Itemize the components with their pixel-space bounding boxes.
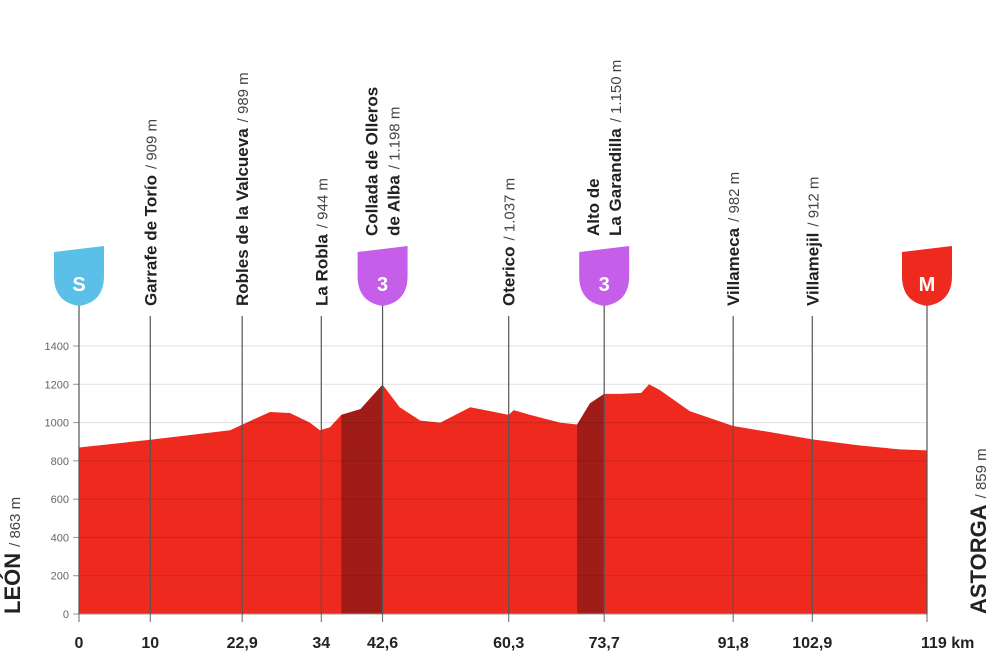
x-tick-label: 22,9 bbox=[227, 635, 258, 652]
marker-name: Robles de la Valcueva bbox=[233, 128, 252, 306]
marker-label: Garrafe de Torío / 909 m bbox=[141, 119, 160, 306]
marker-detail: / 1.198 m bbox=[387, 107, 404, 170]
y-tick-label: 800 bbox=[51, 456, 69, 468]
start-name: LEÓN bbox=[0, 553, 25, 614]
marker-name: Oterico bbox=[500, 246, 519, 306]
marker-label: La Robla / 944 m bbox=[312, 178, 331, 306]
x-tick-label: 42,6 bbox=[367, 635, 398, 652]
marker-label: Villamejil / 912 m bbox=[803, 177, 822, 306]
badge bbox=[579, 246, 630, 306]
marker-name: Villamejil bbox=[803, 233, 822, 306]
x-tick-label: 102,9 bbox=[792, 635, 832, 652]
y-tick-label: 600 bbox=[51, 494, 69, 506]
marker-detail: / 909 m bbox=[143, 119, 160, 169]
x-tick-label: 0 bbox=[75, 635, 84, 652]
marker-name: Garrafe de Torío bbox=[141, 175, 160, 306]
marker-label: Robles de la Valcueva / 989 m bbox=[233, 72, 252, 306]
marker-detail: / 1.150 m bbox=[608, 60, 625, 123]
finish-name: ASTORGA bbox=[966, 504, 990, 614]
badge-label: M bbox=[919, 274, 936, 296]
marker-label: Villameca / 982 m bbox=[724, 172, 743, 306]
x-tick-label: 10 bbox=[141, 635, 159, 652]
climb-area bbox=[577, 393, 605, 614]
marker-name: de Alba bbox=[385, 175, 404, 236]
marker-detail: / 944 m bbox=[314, 178, 331, 228]
marker-detail: / 912 m bbox=[805, 177, 822, 227]
badge bbox=[357, 246, 408, 306]
marker-name: Alto de bbox=[584, 178, 603, 236]
badge-label: S bbox=[72, 274, 85, 296]
profile-area bbox=[79, 384, 927, 614]
x-tick-label: 73,7 bbox=[589, 635, 620, 652]
start-label: LEÓN / 863 m bbox=[0, 497, 25, 614]
marker-name: La Robla bbox=[312, 234, 331, 306]
marker-label: Collada de Olleros de Alba / 1.198 m bbox=[363, 87, 404, 236]
badge bbox=[54, 246, 104, 306]
finish-detail: / 859 m bbox=[973, 448, 990, 498]
badge-label: 3 bbox=[599, 274, 610, 296]
x-tick-label: 91,8 bbox=[718, 635, 749, 652]
badge bbox=[902, 246, 952, 306]
start-detail: / 863 m bbox=[7, 497, 24, 547]
x-tick-label: 34 bbox=[312, 635, 330, 652]
marker-label: Oterico / 1.037 m bbox=[500, 178, 519, 306]
marker-detail: / 1.037 m bbox=[502, 178, 519, 241]
badge-label: 3 bbox=[377, 274, 388, 296]
marker-name: La Garandilla bbox=[606, 128, 625, 236]
marker-name: Collada de Olleros bbox=[363, 87, 382, 236]
y-tick-label: 400 bbox=[51, 532, 69, 544]
x-tick-label: 60,3 bbox=[493, 635, 524, 652]
climb-area bbox=[341, 384, 383, 614]
y-tick-label: 1400 bbox=[45, 341, 69, 353]
marker-label: Alto de La Garandilla / 1.150 m bbox=[584, 60, 625, 236]
marker-detail: / 982 m bbox=[726, 172, 743, 222]
y-tick-label: 1000 bbox=[45, 418, 69, 430]
finish-label: ASTORGA / 859 m bbox=[966, 448, 990, 614]
y-tick-label: 1200 bbox=[45, 379, 69, 391]
y-tick-label: 0 bbox=[63, 609, 69, 621]
x-tick-label: 119 km bbox=[921, 635, 974, 652]
marker-name: Villameca bbox=[724, 227, 743, 306]
y-tick-label: 200 bbox=[51, 571, 69, 583]
marker-detail: / 989 m bbox=[235, 72, 252, 122]
